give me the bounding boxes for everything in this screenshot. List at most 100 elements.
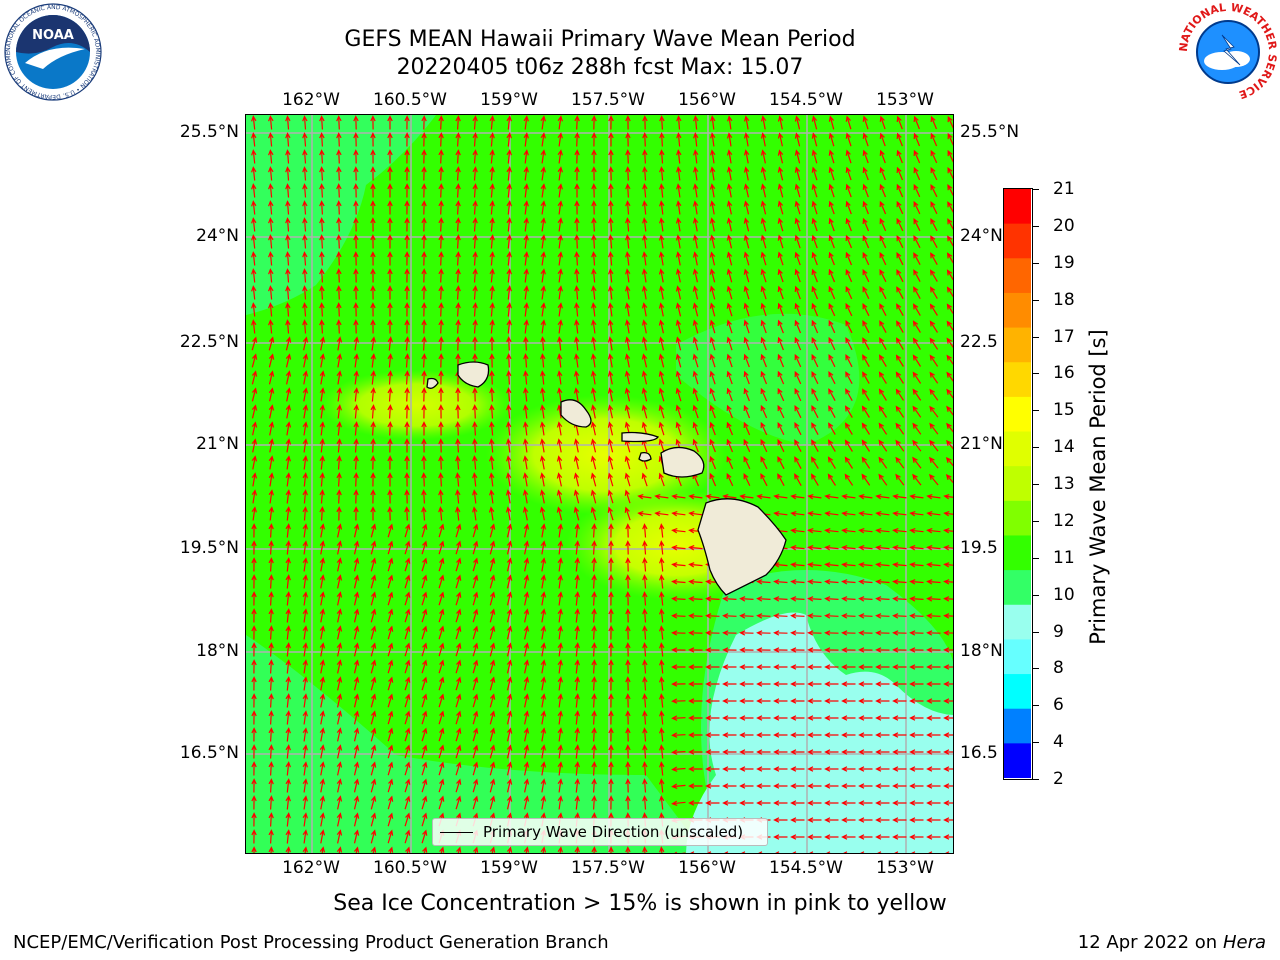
wave-direction-arrow xyxy=(709,183,716,198)
footer-host: Hera xyxy=(1222,932,1266,953)
colorbar-tick-label: 8 xyxy=(1053,658,1064,679)
wave-direction-arrow xyxy=(523,421,529,436)
wave-direction-arrow xyxy=(591,285,597,300)
colorbar-tick-label: 6 xyxy=(1053,695,1064,716)
wave-direction-arrow xyxy=(557,285,563,300)
wave-direction-arrow xyxy=(862,354,870,367)
wave-direction-arrow xyxy=(353,387,359,402)
wave-direction-arrow xyxy=(659,710,665,725)
wave-direction-arrow xyxy=(251,455,258,470)
wave-direction-arrow xyxy=(523,149,529,164)
wave-direction-arrow xyxy=(523,846,530,853)
colorbar-swatch xyxy=(1004,223,1031,259)
wave-direction-arrow xyxy=(268,438,275,453)
map-panel[interactable] xyxy=(245,114,954,854)
wave-direction-arrow xyxy=(726,217,733,232)
wave-direction-arrow xyxy=(824,494,839,500)
wave-direction-arrow xyxy=(892,494,907,500)
wave-direction-arrow xyxy=(438,421,444,436)
wave-direction-arrow xyxy=(705,800,720,806)
colorbar-swatch xyxy=(1004,396,1031,433)
wave-direction-arrow xyxy=(370,404,376,419)
wave-direction-arrow xyxy=(404,438,410,453)
wave-direction-arrow xyxy=(387,455,393,470)
wave-direction-arrow xyxy=(841,766,856,772)
wave-direction-arrow xyxy=(930,166,938,181)
wave-direction-arrow xyxy=(861,473,871,486)
wave-direction-arrow xyxy=(591,676,597,691)
wave-direction-arrow xyxy=(285,438,292,453)
wave-direction-arrow xyxy=(336,846,343,853)
wave-direction-arrow xyxy=(387,370,393,385)
wave-direction-arrow xyxy=(692,251,699,266)
wave-direction-arrow xyxy=(726,268,733,283)
wave-direction-arrow xyxy=(773,630,788,636)
wave-direction-arrow xyxy=(709,438,716,453)
wave-direction-arrow xyxy=(285,217,291,232)
wave-direction-arrow xyxy=(251,812,257,827)
wave-direction-arrow xyxy=(777,251,784,266)
wave-direction-arrow xyxy=(641,472,648,487)
wave-direction-arrow xyxy=(790,579,805,585)
wave-direction-arrow xyxy=(319,778,326,793)
wave-direction-arrow xyxy=(777,132,784,147)
wave-direction-arrow xyxy=(370,778,377,793)
wave-direction-arrow xyxy=(336,693,343,708)
wave-direction-arrow xyxy=(557,523,563,538)
wave-direction-arrow xyxy=(370,387,376,402)
wave-direction-arrow xyxy=(455,710,462,725)
wave-direction-arrow xyxy=(574,132,580,147)
wave-direction-arrow xyxy=(760,217,767,232)
wave-direction-arrow xyxy=(824,715,839,721)
wave-direction-arrow xyxy=(319,387,326,402)
wave-direction-arrow xyxy=(943,579,953,585)
wave-direction-arrow xyxy=(370,234,376,249)
wave-direction-arrow xyxy=(319,625,326,640)
wave-direction-arrow xyxy=(285,132,291,147)
wave-direction-arrow xyxy=(675,336,682,351)
wave-direction-arrow xyxy=(353,523,360,538)
wave-direction-arrow xyxy=(421,829,428,844)
wave-direction-arrow xyxy=(642,744,648,759)
wave-direction-arrow xyxy=(845,285,853,300)
wave-direction-arrow xyxy=(844,439,853,452)
wave-direction-arrow xyxy=(556,421,563,436)
wave-direction-arrow xyxy=(574,557,580,572)
wave-direction-arrow xyxy=(726,183,733,198)
wave-direction-arrow xyxy=(943,562,953,568)
wave-direction-arrow xyxy=(557,268,563,283)
wave-direction-arrow xyxy=(625,149,631,164)
wave-direction-arrow xyxy=(251,659,257,674)
colorbar-swatch xyxy=(1004,258,1031,294)
wave-direction-arrow xyxy=(710,132,716,147)
wave-direction-arrow xyxy=(302,778,308,793)
wave-direction-arrow xyxy=(858,664,873,670)
wave-direction-arrow xyxy=(336,625,343,640)
lon-tick-bottom: 153°W xyxy=(876,858,934,878)
wave-direction-arrow xyxy=(387,387,393,402)
wave-direction-arrow xyxy=(336,812,343,827)
wave-direction-arrow xyxy=(455,234,461,249)
wave-direction-arrow xyxy=(794,251,801,266)
wave-direction-arrow xyxy=(726,132,733,147)
wave-direction-arrow xyxy=(522,455,529,470)
wave-direction-arrow xyxy=(841,698,856,704)
wave-direction-arrow xyxy=(370,438,376,453)
wave-direction-arrow xyxy=(370,132,376,147)
wave-direction-arrow xyxy=(896,303,904,316)
wave-direction-arrow xyxy=(659,132,665,147)
wave-direction-arrow xyxy=(268,812,274,827)
wave-direction-arrow xyxy=(947,235,953,247)
wave-direction-arrow xyxy=(591,302,597,317)
wave-direction-arrow xyxy=(319,642,326,657)
wave-direction-arrow xyxy=(523,387,529,402)
wave-direction-arrow xyxy=(722,766,737,772)
wave-direction-arrow xyxy=(658,251,665,266)
wave-direction-arrow xyxy=(912,354,922,367)
wave-direction-arrow xyxy=(625,285,631,300)
wave-direction-arrow xyxy=(929,303,938,316)
wave-direction-arrow xyxy=(591,132,597,147)
wave-direction-arrow xyxy=(421,234,427,249)
wave-direction-arrow xyxy=(404,693,411,708)
wave-direction-arrow xyxy=(591,336,597,351)
